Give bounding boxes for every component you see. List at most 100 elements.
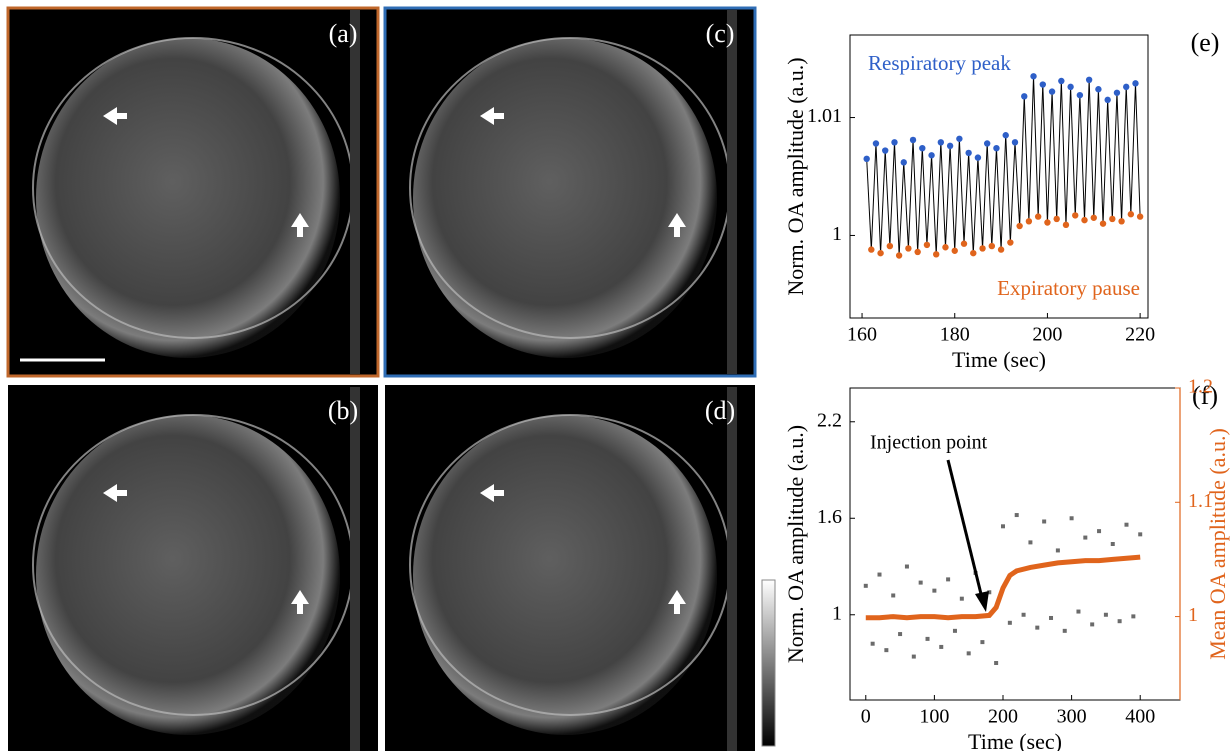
- data-point: [1090, 214, 1097, 221]
- data-point: [1104, 96, 1111, 104]
- data-point: [886, 242, 894, 250]
- arrow: [668, 590, 686, 614]
- colorbar: [761, 579, 776, 747]
- data-point: [1002, 132, 1009, 139]
- data-point: [919, 145, 926, 152]
- connector: [1107, 99, 1113, 219]
- data-point: [1085, 76, 1093, 84]
- connector: [866, 158, 872, 250]
- data-point: [1044, 219, 1051, 226]
- data-point: [1117, 619, 1122, 624]
- x-tick-label: 180: [940, 324, 970, 346]
- data-point: [1030, 73, 1037, 80]
- data-point: [1131, 614, 1136, 619]
- data-point: [882, 147, 889, 154]
- connector: [1088, 79, 1095, 218]
- data-point: [980, 640, 985, 645]
- data-point: [1049, 615, 1054, 620]
- data-point: [1021, 93, 1028, 100]
- data-point: [951, 247, 958, 254]
- annotation: Injection point: [870, 432, 988, 454]
- connector: [958, 138, 965, 244]
- data-point: [1007, 620, 1012, 625]
- connector: [907, 139, 914, 249]
- data-point: [1136, 213, 1144, 220]
- data-point: [1000, 524, 1005, 529]
- data-point: [946, 577, 951, 582]
- panel-label: (c): [706, 19, 735, 48]
- data-point: [1021, 612, 1026, 617]
- data-point: [952, 628, 957, 633]
- connector: [935, 142, 942, 255]
- y2-tick-label: 1: [1188, 604, 1198, 626]
- x-tick-label: 100: [919, 706, 949, 728]
- data-point: [933, 251, 940, 258]
- connector: [1111, 92, 1118, 219]
- connector: [1019, 96, 1025, 227]
- connector: [1121, 86, 1127, 222]
- y2-axis-label: Mean OA amplitude (a.u.): [1205, 428, 1230, 660]
- data-point: [905, 245, 912, 252]
- connector: [954, 138, 960, 251]
- connector: [944, 145, 951, 248]
- panel-label: (f): [1192, 381, 1218, 410]
- connector: [1056, 80, 1062, 219]
- data-point: [1127, 211, 1135, 218]
- connector: [880, 150, 886, 254]
- x-tick-label: 200: [988, 706, 1018, 728]
- data-point: [966, 651, 971, 656]
- series-label: Expiratory pause: [997, 276, 1140, 300]
- y-tick-label: 2.2: [817, 409, 842, 431]
- x-tick-label: 300: [1057, 706, 1087, 728]
- connector: [968, 152, 974, 254]
- data-point: [891, 593, 896, 598]
- y-tick-label: 1.6: [817, 506, 842, 528]
- data-point: [1007, 239, 1014, 246]
- data-point: [863, 583, 868, 588]
- data-point: [891, 139, 898, 146]
- connector: [1051, 91, 1058, 219]
- arrow: [291, 213, 309, 237]
- x-tick-label: 220: [1125, 324, 1155, 346]
- data-point: [877, 249, 884, 257]
- connector: [1000, 135, 1007, 250]
- connector: [940, 142, 946, 248]
- data-point: [960, 240, 968, 247]
- data-point: [959, 596, 964, 601]
- data-point: [937, 139, 945, 146]
- connector: [977, 157, 984, 249]
- arrow-head: [975, 591, 989, 612]
- connector: [903, 162, 909, 249]
- connector: [963, 152, 970, 244]
- data-point: [1067, 83, 1074, 91]
- data-point: [1118, 218, 1125, 225]
- data-point: [1076, 91, 1084, 99]
- data-point: [1055, 548, 1060, 553]
- connector: [1097, 89, 1104, 224]
- connector: [949, 145, 956, 251]
- connector: [1125, 86, 1132, 215]
- data-point: [965, 149, 972, 157]
- data-point: [974, 154, 982, 161]
- panel-label: (e): [1191, 28, 1220, 57]
- data-point: [956, 135, 963, 142]
- arrow: [480, 484, 504, 502]
- data-point: [884, 648, 889, 653]
- connector: [1037, 84, 1044, 217]
- mean-line: [865, 554, 1141, 621]
- panel-label: (a): [329, 19, 358, 48]
- data-point: [1048, 88, 1056, 95]
- connector: [1074, 95, 1081, 216]
- data-point: [911, 654, 916, 659]
- data-point: [1011, 139, 1019, 146]
- x-tick-label: 0: [861, 706, 871, 728]
- plot-data: [863, 513, 1143, 666]
- connector: [921, 148, 928, 245]
- plot-data: [863, 73, 1144, 259]
- x-tick-label: 160: [847, 324, 877, 346]
- data-point: [914, 248, 921, 256]
- data-point: [928, 152, 935, 159]
- connector: [1130, 83, 1136, 215]
- plot-frame: [849, 34, 1149, 319]
